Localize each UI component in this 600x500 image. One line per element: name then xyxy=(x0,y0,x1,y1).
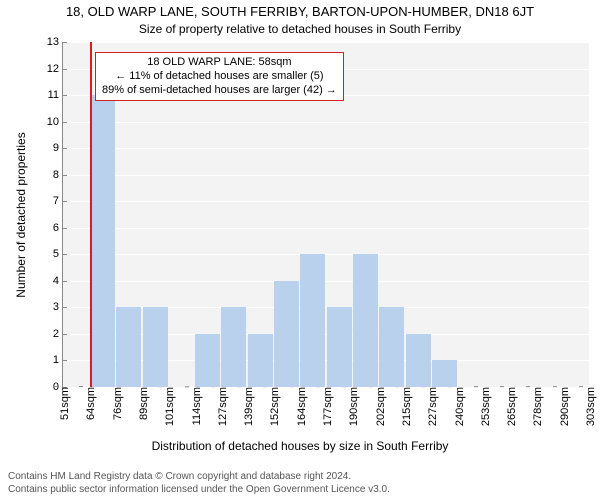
x-tick: 164sqm xyxy=(292,387,308,426)
x-tick: 202sqm xyxy=(371,387,387,426)
y-tick: 2 xyxy=(53,328,63,340)
marker-line xyxy=(90,42,92,387)
gridline xyxy=(63,175,589,176)
y-tick: 7 xyxy=(53,195,63,207)
bar xyxy=(116,307,141,387)
bar xyxy=(353,254,378,387)
bar xyxy=(379,307,404,387)
x-tick: 127sqm xyxy=(213,387,229,426)
y-tick: 3 xyxy=(53,301,63,313)
bar xyxy=(406,334,431,387)
bar xyxy=(143,307,168,387)
bar xyxy=(195,334,220,387)
annotation-line3: 89% of semi-detached houses are larger (… xyxy=(102,84,337,98)
y-tick: 12 xyxy=(47,63,63,75)
gridline xyxy=(63,148,589,149)
x-tick: 76sqm xyxy=(108,387,124,420)
x-tick: 51sqm xyxy=(55,387,71,420)
x-tick: 177sqm xyxy=(318,387,334,426)
annotation-line2: ← 11% of detached houses are smaller (5) xyxy=(102,70,337,84)
footer-line1: Contains HM Land Registry data © Crown c… xyxy=(8,471,390,484)
y-tick: 11 xyxy=(48,89,63,101)
gridline xyxy=(63,281,589,282)
bar xyxy=(221,307,246,387)
bar xyxy=(327,307,352,387)
gridline xyxy=(63,122,589,123)
y-tick: 9 xyxy=(53,142,63,154)
x-tick: 89sqm xyxy=(134,387,150,420)
gridline xyxy=(63,228,589,229)
x-tick: 303sqm xyxy=(581,387,597,426)
y-tick: 13 xyxy=(47,36,63,48)
y-tick: 5 xyxy=(53,248,63,260)
x-tick: 190sqm xyxy=(344,387,360,426)
x-tick: 290sqm xyxy=(555,387,571,426)
y-axis-label: Number of detached properties xyxy=(14,132,28,297)
x-tick: 240sqm xyxy=(450,387,466,426)
gridline xyxy=(63,201,589,202)
x-tick: 64sqm xyxy=(81,387,97,420)
annotation-line1: 18 OLD WARP LANE: 58sqm xyxy=(102,56,337,70)
annotation-box: 18 OLD WARP LANE: 58sqm ← 11% of detache… xyxy=(95,52,344,101)
x-tick: 227sqm xyxy=(423,387,439,426)
x-tick: 253sqm xyxy=(476,387,492,426)
footer-line2: Contains public sector information licen… xyxy=(8,484,390,497)
bar xyxy=(274,281,299,387)
x-tick: 152sqm xyxy=(265,387,281,426)
footer-text: Contains HM Land Registry data © Crown c… xyxy=(8,471,390,496)
y-tick: 10 xyxy=(47,116,63,128)
x-tick: 114sqm xyxy=(187,387,203,425)
y-tick: 8 xyxy=(53,169,63,181)
gridline xyxy=(63,254,589,255)
x-tick: 215sqm xyxy=(397,387,413,426)
x-tick: 265sqm xyxy=(502,387,518,426)
y-tick: 4 xyxy=(53,275,63,287)
gridline xyxy=(63,42,589,43)
x-tick: 139sqm xyxy=(239,387,255,426)
y-tick: 1 xyxy=(53,354,63,366)
bar xyxy=(300,254,325,387)
y-tick: 6 xyxy=(53,222,63,234)
x-tick: 101sqm xyxy=(160,387,176,426)
x-tick: 278sqm xyxy=(528,387,544,426)
x-axis-label: Distribution of detached houses by size … xyxy=(0,439,600,453)
bar xyxy=(248,334,273,387)
bar xyxy=(90,95,115,387)
bar xyxy=(432,360,457,387)
chart-title: Size of property relative to detached ho… xyxy=(0,22,600,36)
chart-supertitle: 18, OLD WARP LANE, SOUTH FERRIBY, BARTON… xyxy=(0,4,600,19)
